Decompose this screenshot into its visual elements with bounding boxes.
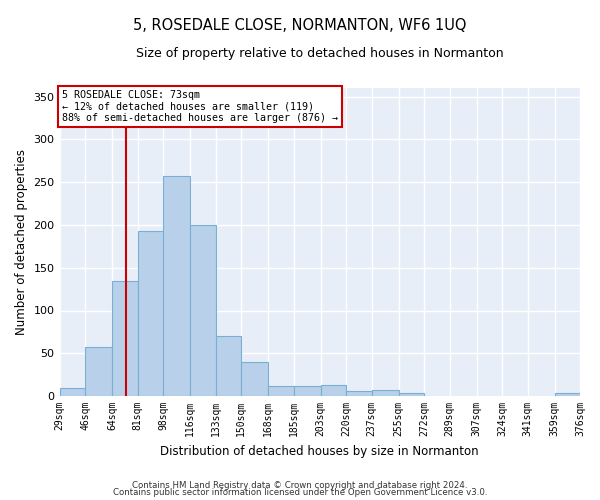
Bar — [112, 280, 137, 396]
Y-axis label: Number of detached properties: Number of detached properties — [15, 149, 28, 335]
Bar — [371, 390, 398, 396]
Bar — [398, 392, 424, 396]
X-axis label: Distribution of detached houses by size in Normanton: Distribution of detached houses by size … — [160, 444, 479, 458]
Bar — [268, 386, 293, 396]
Bar — [59, 388, 85, 396]
Bar — [554, 394, 580, 396]
Bar — [190, 225, 215, 396]
Bar — [241, 362, 268, 396]
Bar — [293, 386, 320, 396]
Bar — [163, 176, 190, 396]
Text: 5 ROSEDALE CLOSE: 73sqm
← 12% of detached houses are smaller (119)
88% of semi-d: 5 ROSEDALE CLOSE: 73sqm ← 12% of detache… — [62, 90, 338, 123]
Bar — [346, 391, 371, 396]
Bar — [137, 231, 163, 396]
Text: Contains HM Land Registry data © Crown copyright and database right 2024.: Contains HM Land Registry data © Crown c… — [132, 480, 468, 490]
Title: Size of property relative to detached houses in Normanton: Size of property relative to detached ho… — [136, 48, 503, 60]
Bar — [320, 385, 346, 396]
Text: 5, ROSEDALE CLOSE, NORMANTON, WF6 1UQ: 5, ROSEDALE CLOSE, NORMANTON, WF6 1UQ — [133, 18, 467, 32]
Bar — [85, 348, 112, 396]
Text: Contains public sector information licensed under the Open Government Licence v3: Contains public sector information licen… — [113, 488, 487, 497]
Bar — [215, 336, 241, 396]
